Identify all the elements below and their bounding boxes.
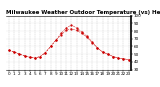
Text: Milwaukee Weather Outdoor Temperature (vs) Heat Index (Last 24 Hours): Milwaukee Weather Outdoor Temperature (v… bbox=[6, 10, 160, 15]
